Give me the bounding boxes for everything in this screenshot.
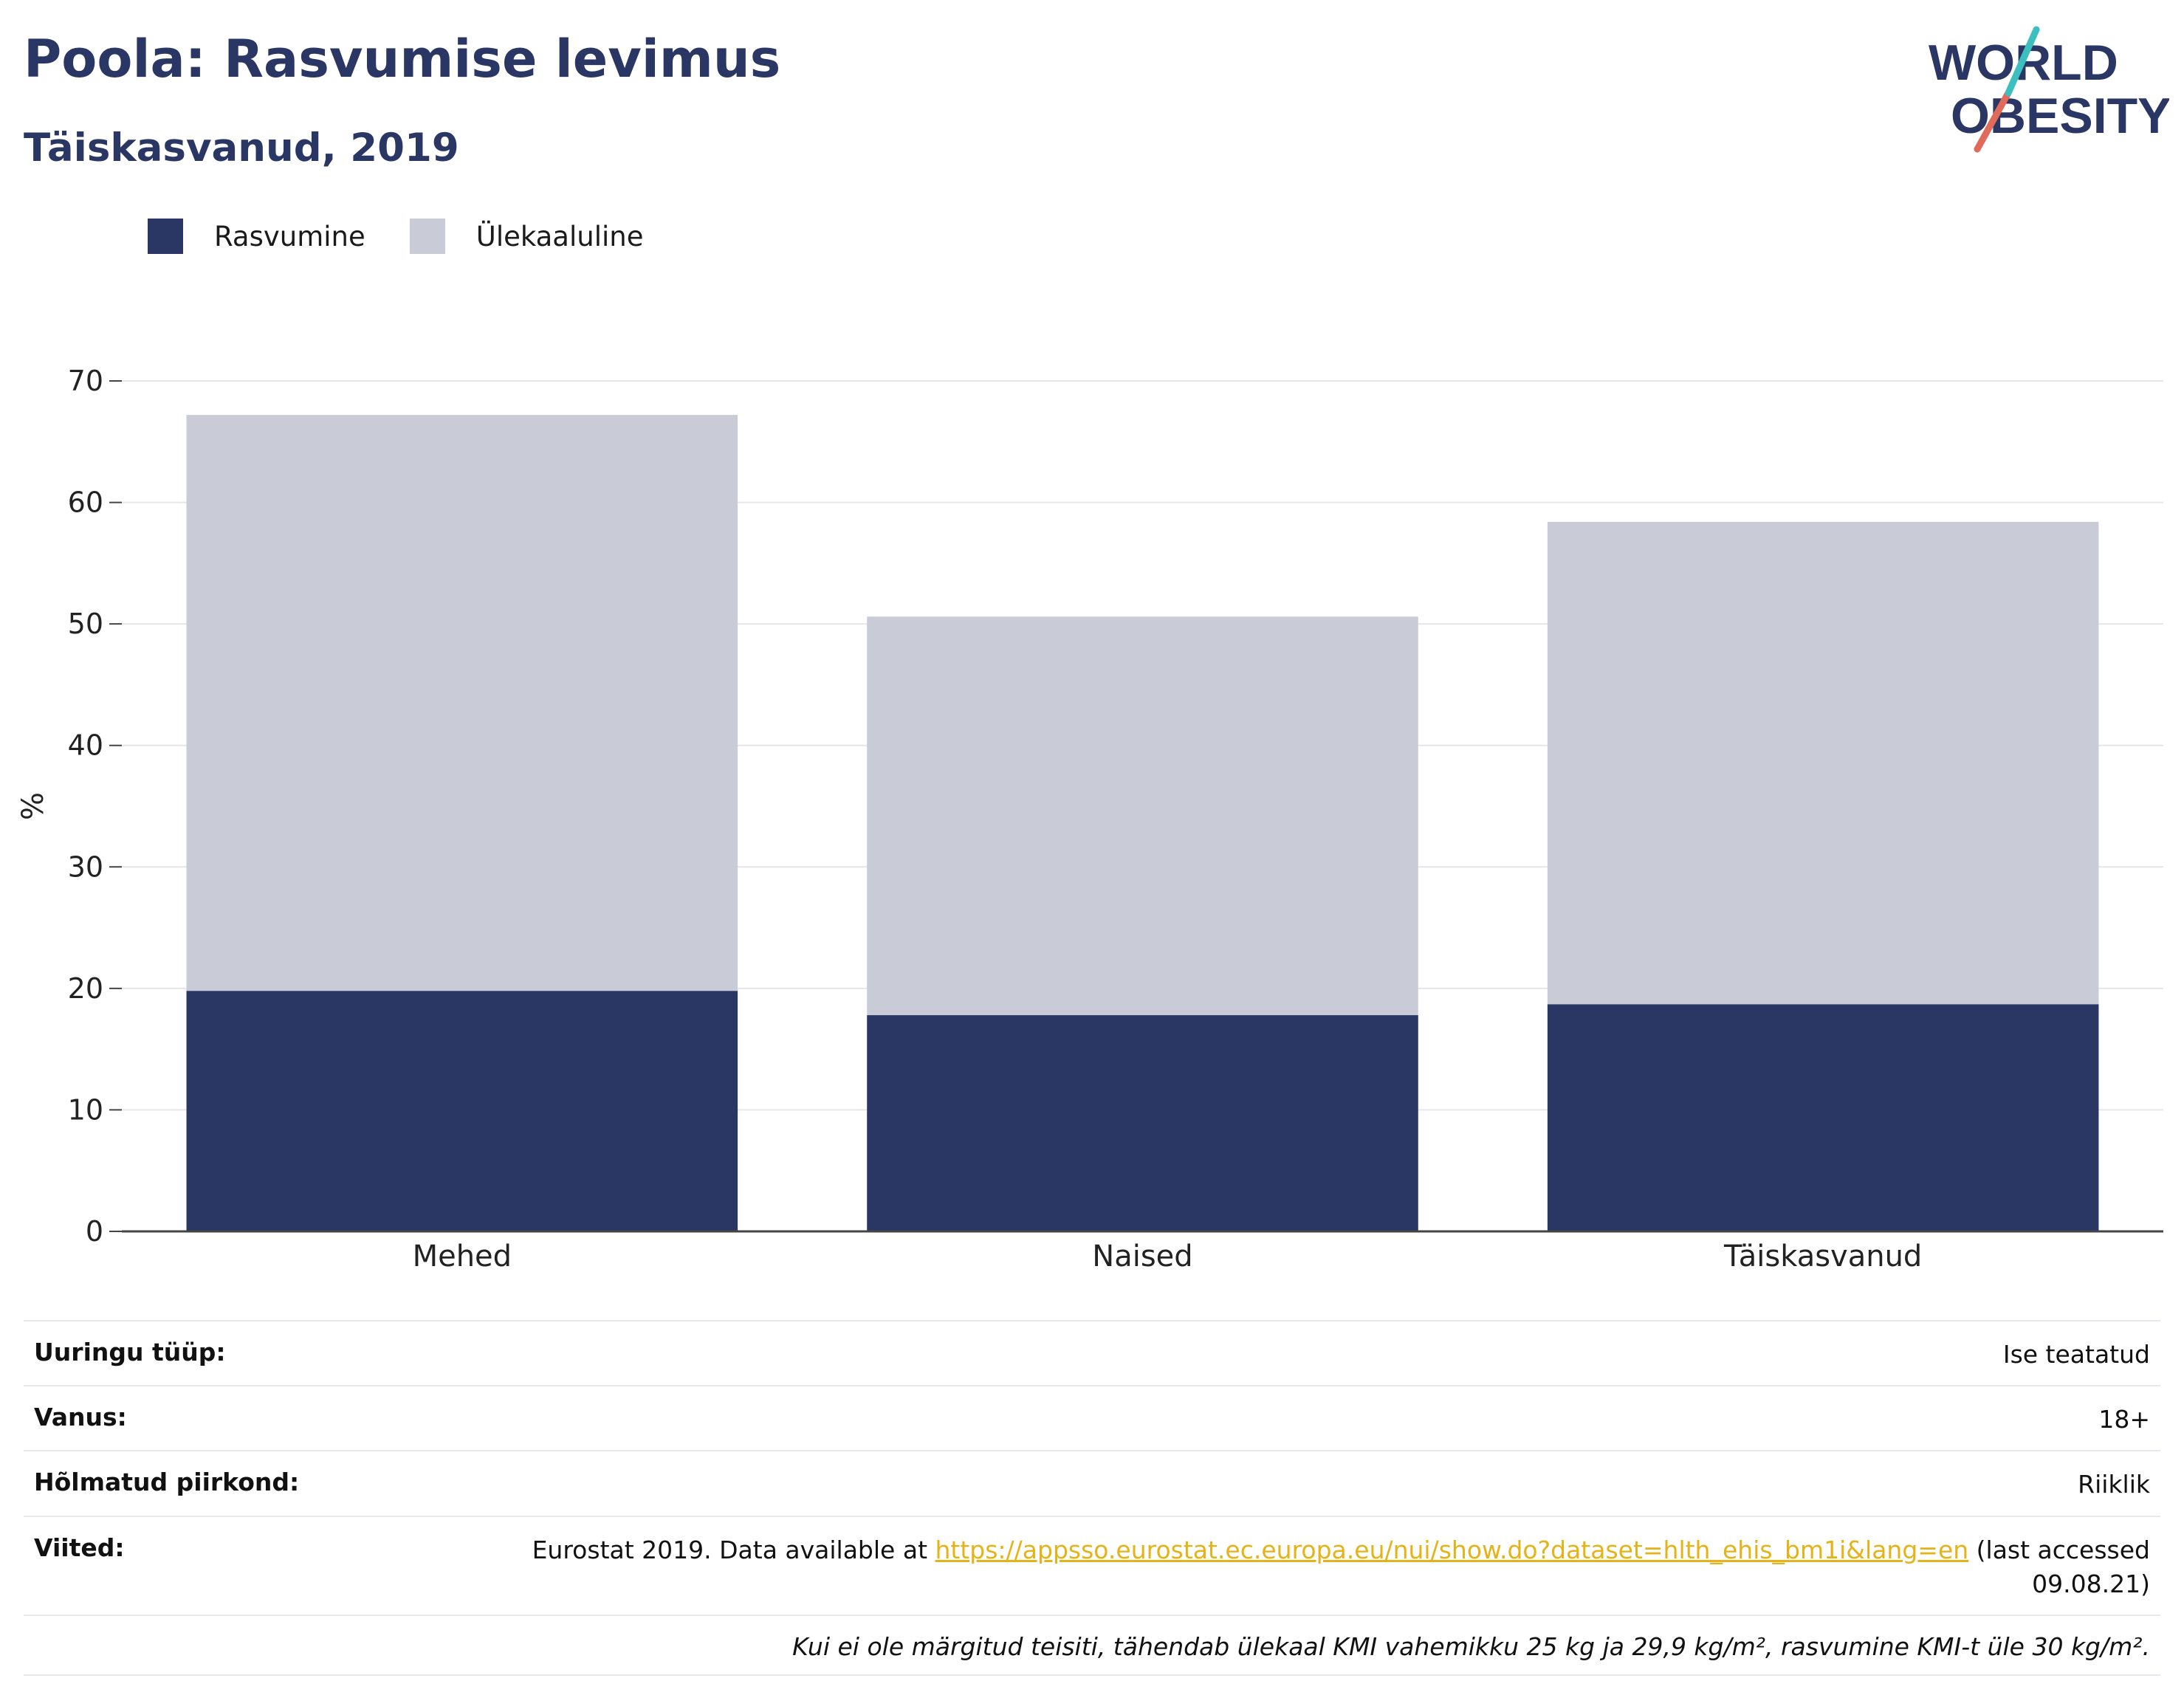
legend-swatch-obesity — [148, 219, 183, 254]
info-row-references: Viited: Eurostat 2019. Data available at… — [24, 1515, 2160, 1615]
bar-obesity-3 — [1547, 1004, 2099, 1231]
y-tick-label: 70 — [68, 365, 103, 397]
page-subtitle: Täiskasvanud, 2019 — [24, 126, 459, 171]
chart-legend: Rasvumine Ülekaaluline — [148, 219, 688, 254]
y-tick-label: 40 — [68, 729, 103, 762]
info-table: Uuringu tüüp: Ise teatatud Vanus: 18+ Hõ… — [24, 1320, 2160, 1676]
y-axis-label: % — [16, 792, 50, 820]
y-tick-label: 20 — [68, 972, 103, 1005]
legend-label-overweight: Ülekaaluline — [475, 220, 644, 252]
references-suffix: (last accessed 09.08.21) — [1968, 1535, 2150, 1598]
references-label: Viited: — [34, 1533, 125, 1562]
y-tick-label: 0 — [86, 1215, 103, 1248]
survey-type-value: Ise teatatud — [2002, 1340, 2150, 1369]
bar-overweight-2 — [867, 616, 1418, 1016]
info-row-survey-type: Uuringu tüüp: Ise teatatud — [24, 1320, 2160, 1385]
bar-overweight-1 — [186, 415, 738, 991]
info-row-age: Vanus: 18+ — [24, 1385, 2160, 1450]
stacked-bar-chart: 0 10 20 30 40 50 60 70% Mehed Naised Täiskasvanud — [16, 365, 2163, 1273]
references-link[interactable]: https://appsso.eurostat.ec.europa.eu/nui… — [935, 1535, 1969, 1564]
x-tick-label: Naised — [1092, 1240, 1192, 1273]
legend-label-obesity: Rasvumine — [214, 220, 365, 252]
logo-slash-teal — [2005, 26, 2040, 97]
world-obesity-logo: WORLD OBESITY — [1929, 26, 2169, 153]
legend-swatch-overweight — [409, 219, 445, 254]
y-tick-label: 50 — [68, 608, 103, 640]
bar-obesity-1 — [186, 991, 738, 1231]
bar-obesity-2 — [867, 1015, 1418, 1231]
y-tick-label: 10 — [68, 1093, 103, 1126]
survey-type-label: Uuringu tüüp: — [34, 1338, 226, 1366]
definition-note: Kui ei ole märgitud teisiti, tähendab ül… — [24, 1614, 2160, 1676]
age-value: 18+ — [2098, 1405, 2150, 1434]
age-label: Vanus: — [34, 1403, 127, 1432]
y-tick-label: 30 — [68, 850, 103, 883]
info-row-region: Hõlmatud piirkond: Riiklik — [24, 1450, 2160, 1515]
references-value: Eurostat 2019. Data available at https:/… — [526, 1533, 2150, 1601]
x-tick-label: Mehed — [413, 1240, 512, 1273]
page-title: Poola: Rasvumise levimus — [24, 29, 781, 89]
legend-item-overweight: Ülekaaluline — [409, 219, 644, 254]
bar-overweight-3 — [1547, 521, 2099, 1005]
x-tick-label: Täiskasvanud — [1723, 1240, 1922, 1273]
region-value: Riiklik — [2078, 1470, 2150, 1499]
logo-slash-red — [1974, 89, 2012, 153]
legend-item-obesity: Rasvumine — [148, 219, 365, 254]
y-tick-label: 60 — [68, 487, 103, 519]
region-label: Hõlmatud piirkond: — [34, 1468, 300, 1497]
references-prefix: Eurostat 2019. Data available at — [532, 1535, 935, 1564]
